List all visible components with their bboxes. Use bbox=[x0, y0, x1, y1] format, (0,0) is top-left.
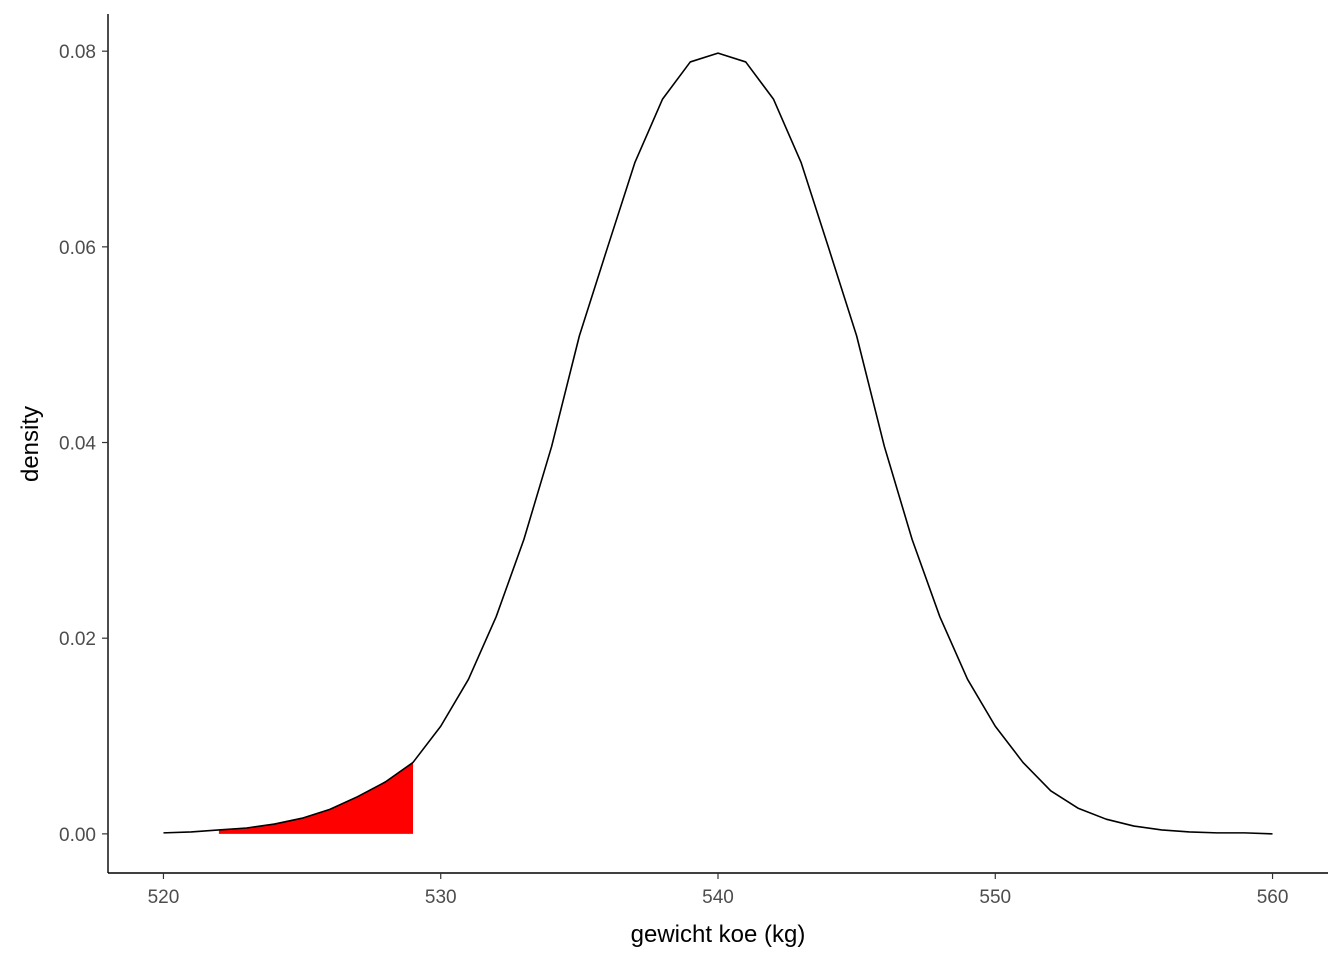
x-tick-label: 540 bbox=[702, 887, 734, 908]
x-tick-label: 560 bbox=[1257, 887, 1289, 908]
y-axis-title: density bbox=[17, 406, 44, 482]
x-axis-title: gewicht koe (kg) bbox=[631, 921, 806, 948]
shaded-tail-area bbox=[218, 762, 413, 834]
y-tick-label: 0.08 bbox=[59, 42, 96, 63]
x-ticks: 520 530 540 550 560 bbox=[148, 873, 1289, 908]
y-tick-label: 0.02 bbox=[59, 629, 96, 650]
density-line bbox=[163, 52, 1273, 835]
x-tick-label: 530 bbox=[425, 887, 457, 908]
x-tick-label: 550 bbox=[979, 887, 1011, 908]
density-line-layer bbox=[163, 52, 1273, 835]
y-tick-label: 0.04 bbox=[59, 434, 96, 455]
y-tick-label: 0.06 bbox=[59, 238, 96, 259]
y-tick-label: 0.00 bbox=[59, 825, 96, 846]
axes bbox=[107, 14, 1328, 874]
shaded-tail-layer bbox=[218, 762, 413, 834]
y-ticks: 0.00 0.02 0.04 0.06 0.08 bbox=[59, 42, 108, 846]
x-tick-label: 520 bbox=[148, 887, 180, 908]
